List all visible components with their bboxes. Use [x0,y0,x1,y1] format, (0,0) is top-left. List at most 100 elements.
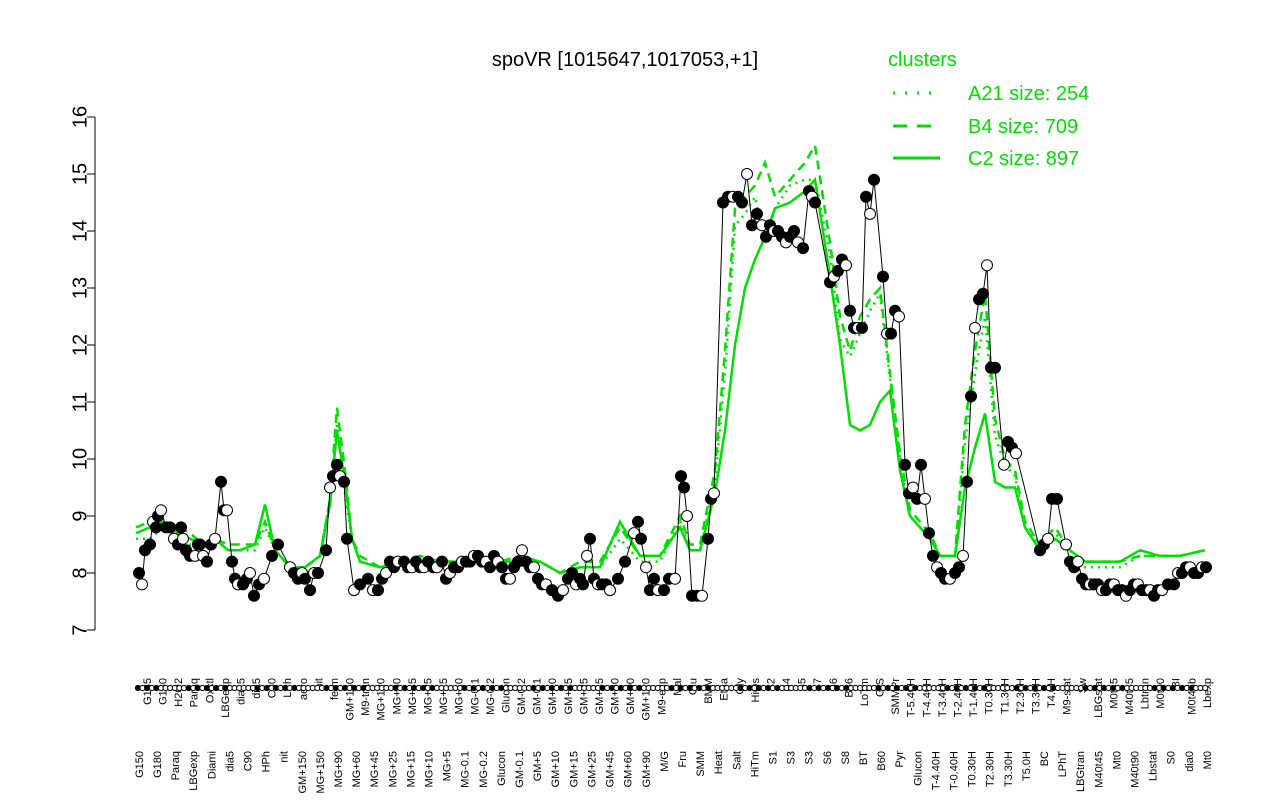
x-tick-label-top: T1.30H [999,678,1011,714]
x-tick-label-top: GM+120 [641,678,653,721]
data-point [856,321,868,334]
legend-label-b4: B4 size: 709 [968,116,1078,138]
data-point [965,390,977,403]
data-point [299,572,311,585]
data-point [893,310,905,323]
data-point [989,361,1001,374]
x-tick-label-top: GM-0.2 [516,678,528,715]
x-tick-label-bottom: MG-0.1 [460,751,472,788]
x-tick-label-top: BI [1171,678,1183,688]
legend-title: clusters [888,49,957,71]
x-tick-label-bottom: Glucon [496,751,508,786]
x-tick-label-top: T2.30H [1015,678,1027,714]
data-point [557,584,569,597]
x-tick-label-top: MG+120 [376,678,388,721]
x-tick-label-top: M9-stat [1062,678,1074,715]
x-tick-label-bottom: S3 [804,751,816,764]
x-tick-label-top: Paraq [189,678,201,707]
data-point [331,458,343,471]
x-tick-label-top: dia15 [235,678,247,705]
data-point [436,555,448,568]
data-point [915,458,927,471]
x-tick-label-bottom: Mt0 [1202,751,1214,769]
x-tick-label-bottom: LBGexp [188,751,200,791]
data-point [619,555,631,568]
data-point [372,584,384,597]
x-tick-label-bottom: S1 [767,751,779,764]
x-tick-label-bottom: SMM [695,751,707,777]
data-point [669,572,681,585]
data-point [380,567,392,579]
data-point [320,544,332,557]
series-lines [135,141,1206,575]
data-point [221,504,233,517]
data-point [304,584,316,597]
x-tick-label-top: GM-0.1 [532,678,544,715]
x-tick-label-top: GM+15 [563,678,575,714]
x-tick-label-bottom: GM-0.1 [514,751,526,788]
data-point [969,321,981,334]
x-tick-label-bottom: T-4.40H [930,751,942,790]
x-tick-label-bottom: Pyr [894,751,906,768]
data-point [977,287,989,300]
x-tick-label-top: GM+60 [610,678,622,714]
x-tick-label-top: M9-tran [360,678,372,716]
data-point [133,567,145,579]
x-tick-label-bottom: GM+45 [605,751,617,787]
data-point [844,304,856,317]
data-point [675,470,687,483]
data-point [136,578,148,591]
data-point [868,173,880,186]
data-point [702,532,714,545]
data-point [272,538,284,551]
data-point [788,225,800,237]
data-point [362,572,374,585]
data-point [194,538,206,551]
data-point [832,264,844,277]
rug-mark [1202,684,1209,692]
legend-label-a21: A21 size: 254 [968,83,1089,105]
data-point [1042,532,1054,545]
data-point [341,532,353,545]
x-tick-label-top: MG+15 [438,678,450,714]
data-point [746,219,758,232]
x-tick-label-top: MG+25 [422,678,434,714]
legend-label-c2: C2 size: 897 [968,148,1079,170]
x-tick-label-bottom: G150 [134,751,146,778]
x-tick-label-top: M9-exp [656,678,668,715]
x-tick-label-bottom: MG+150 [315,751,327,794]
x-tick-label-bottom: GM+150 [297,751,309,794]
x-tick-label-bottom: M/G [659,751,671,772]
x-tick-label-top: Lbtran [1140,678,1152,709]
x-tick-label-top: G135 [142,678,154,705]
x-tick-label-top: T-4.40H [921,678,933,717]
x-tick-label-top: Glucon [500,678,512,713]
data-point [678,481,690,494]
x-tick-label-bottom: MG+10 [424,751,436,787]
x-tick-label-bottom: Paraq [170,751,182,780]
x-tick-label-bottom: MG+15 [405,751,417,787]
x-tick-label-top: M0t45 [1108,678,1120,709]
x-tick-label-top: GM+90 [625,678,637,714]
data-point [640,561,652,574]
series-line-dotted [136,178,1206,575]
x-tick-label-top: M40t45 [1124,678,1136,715]
data-point [760,230,772,243]
y-axis-ticks: 7 8 9 10 11 12 13 14 15 16 [69,106,95,636]
data-point [566,567,578,579]
chart-title: spoVR [1015647,1017053,+1] [492,49,758,71]
data-point [244,567,256,579]
x-tick-label-bottom: MG+25 [387,751,399,787]
x-tick-label-bottom: T2.30H [985,751,997,787]
x-tick-label-top: H2O2 [173,678,185,707]
x-tick-label-top: T-2.40H [952,678,964,717]
x-tick-label-top: M0t45b [1186,678,1198,715]
data-point [504,572,516,585]
x-tick-label-top: M0t90 [1155,678,1167,709]
x-tick-label-bottom: BT [858,751,870,765]
data-point [751,207,763,220]
y-tick-label: 11 [69,392,91,413]
data-point [354,578,366,591]
x-tick-label-top: Lbexp [1202,678,1214,708]
